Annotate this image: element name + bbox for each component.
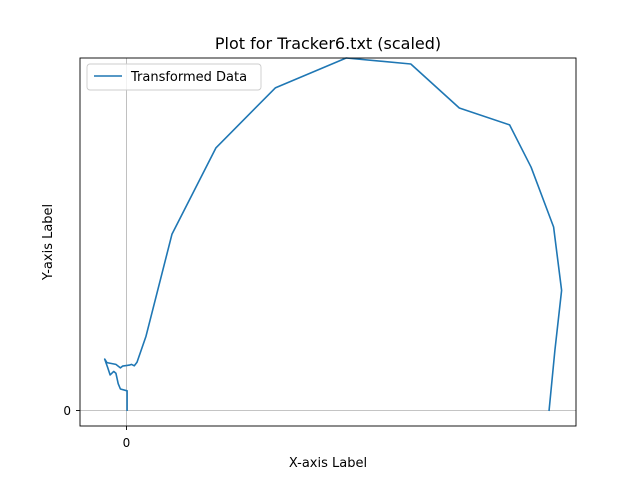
x-axis-label: X-axis Label [289,456,367,471]
legend-label-transformed-data: Transformed Data [130,70,247,85]
legend-box [86,63,262,91]
x-axis: 0 X-axis Label [123,426,367,471]
plot-frame [79,57,577,427]
chart-title: Plot for Tracker6.txt (scaled) [215,34,441,53]
y-tick-label: 0 [63,404,71,418]
x-tick-label: 0 [123,436,131,450]
series-line-transformed-data [103,57,563,412]
legend: Transformed Data [86,63,262,91]
y-axis: 0 Y-axis Label [41,204,80,418]
y-axis-label: Y-axis Label [41,204,56,281]
plot-area [79,57,577,427]
